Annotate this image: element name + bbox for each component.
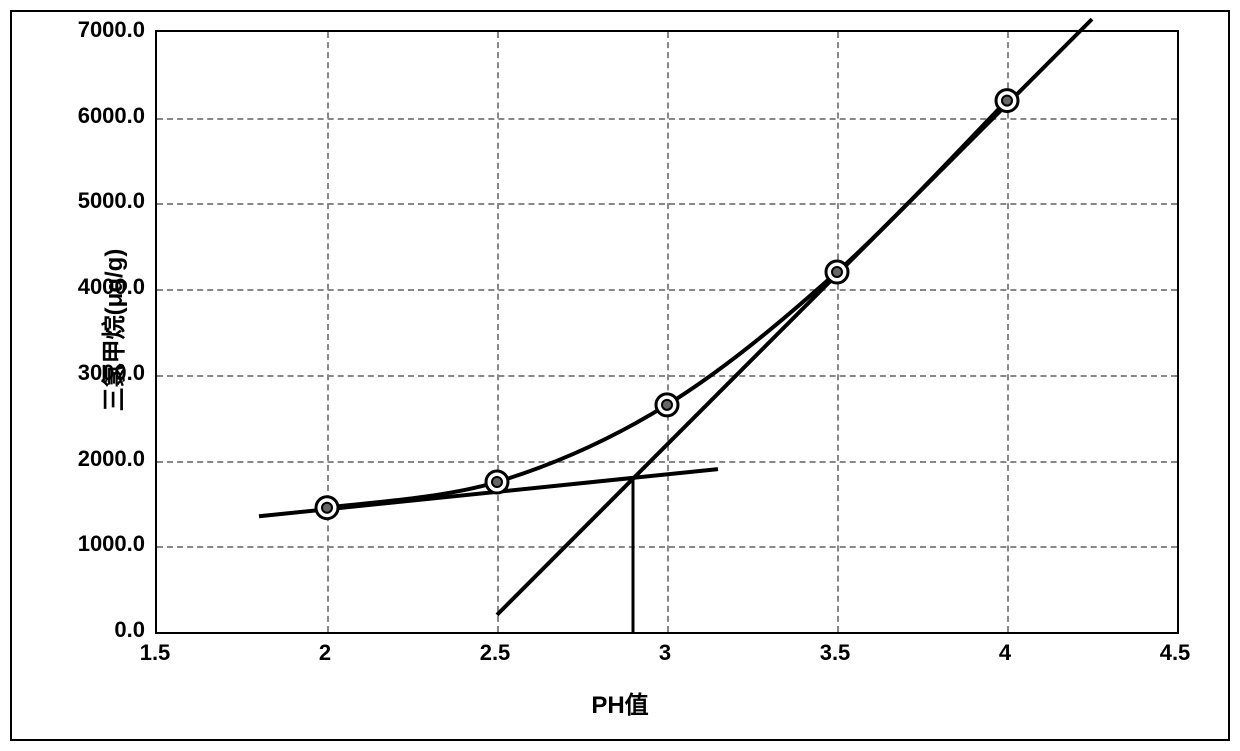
y-tick-7: 7000.0: [55, 17, 145, 43]
x-tick-0: 1.5: [125, 640, 185, 666]
x-tick-3: 3: [635, 640, 695, 666]
x-tick-1: 2: [295, 640, 355, 666]
x-tick-5: 4: [975, 640, 1035, 666]
x-tick-6: 4.5: [1145, 640, 1205, 666]
x-tick-4: 3.5: [805, 640, 865, 666]
y-axis-label: 三氯甲烷(μg/g): [94, 249, 129, 412]
x-axis-label: PH值: [591, 685, 648, 720]
chart-container: 三氯甲烷(μg/g) PH值 0.0 1000.0 2000.0 3000.0 …: [0, 0, 1240, 751]
data-marker-inner: [492, 477, 502, 487]
y-tick-5: 5000.0: [55, 188, 145, 214]
data-marker-inner: [832, 267, 842, 277]
chart-svg: [157, 32, 1177, 632]
plot-area: [155, 30, 1179, 634]
y-tick-3: 3000.0: [55, 360, 145, 386]
x-tick-2: 2.5: [465, 640, 525, 666]
y-tick-6: 6000.0: [55, 103, 145, 129]
y-tick-1: 1000.0: [55, 531, 145, 557]
y-tick-2: 2000.0: [55, 446, 145, 472]
data-marker-inner: [1002, 96, 1012, 106]
y-tick-4: 4000.0: [55, 274, 145, 300]
data-marker-inner: [322, 503, 332, 513]
data-marker-inner: [662, 400, 672, 410]
